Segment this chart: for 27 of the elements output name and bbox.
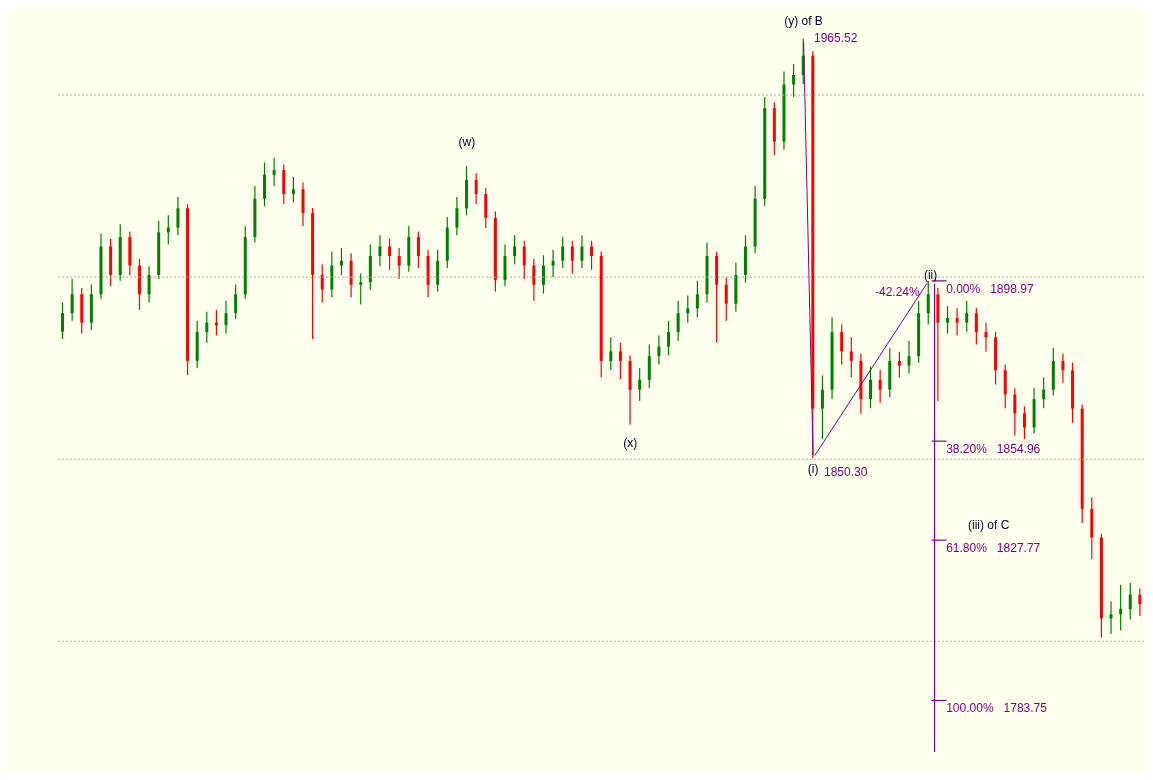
- candlestick: [628, 355, 632, 425]
- candlestick: [465, 166, 469, 216]
- candlestick: [378, 235, 382, 267]
- annotation: (x): [623, 435, 638, 450]
- annotation: 1965.52: [814, 31, 858, 45]
- candlestick: [984, 322, 988, 352]
- candlestick: [743, 235, 747, 283]
- annotation: (ii): [923, 267, 938, 282]
- annotation: 1850.30: [824, 465, 868, 479]
- candlestick: [1109, 601, 1113, 635]
- candlestick: [1061, 353, 1065, 383]
- ref-line-label: 38.20% 1854.96: [946, 442, 1041, 457]
- candlestick: [907, 340, 911, 374]
- annotation: -42.24%: [875, 285, 920, 299]
- annotation: (iii) of C: [968, 518, 1010, 532]
- candlestick: [657, 335, 661, 365]
- ref-line-label: 100.00% 1783.75: [946, 701, 1048, 716]
- annotation: (i): [807, 462, 819, 477]
- ref-line-label: 61.80% 1827.77: [946, 541, 1041, 556]
- annotation: (y) of B: [784, 13, 823, 28]
- candlestick: [224, 300, 228, 334]
- candlestick: [61, 302, 64, 340]
- candlestick: [580, 235, 584, 269]
- ref-line-label: 0.00% 1898.97: [946, 281, 1034, 296]
- annotation: (w): [458, 135, 476, 150]
- candlestick: [263, 162, 267, 207]
- candlestick: [945, 306, 949, 334]
